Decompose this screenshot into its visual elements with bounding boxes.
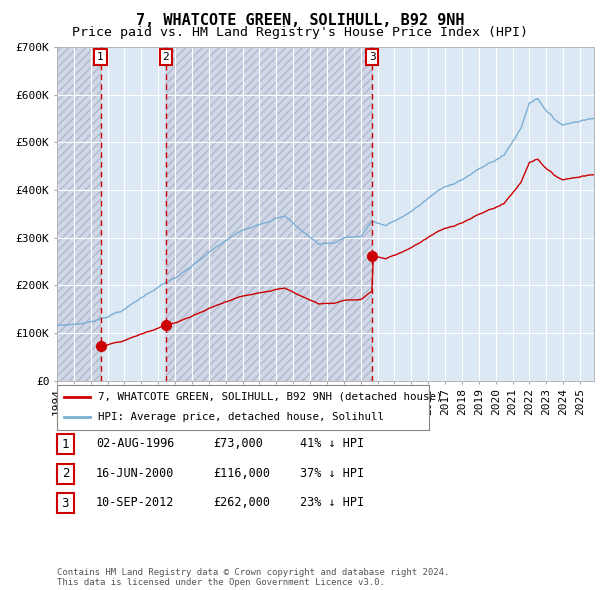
Text: 2: 2 xyxy=(62,467,69,480)
Bar xyxy=(57,47,101,381)
Text: 3: 3 xyxy=(62,497,69,510)
Text: 23% ↓ HPI: 23% ↓ HPI xyxy=(300,496,364,509)
Bar xyxy=(57,47,101,381)
Bar xyxy=(166,47,373,381)
Text: 41% ↓ HPI: 41% ↓ HPI xyxy=(300,437,364,450)
Text: 02-AUG-1996: 02-AUG-1996 xyxy=(96,437,175,450)
Text: 7, WHATCOTE GREEN, SOLIHULL, B92 9NH: 7, WHATCOTE GREEN, SOLIHULL, B92 9NH xyxy=(136,13,464,28)
Text: 7, WHATCOTE GREEN, SOLIHULL, B92 9NH (detached house): 7, WHATCOTE GREEN, SOLIHULL, B92 9NH (de… xyxy=(98,392,442,402)
Bar xyxy=(373,47,594,381)
Bar xyxy=(166,47,373,381)
Text: Price paid vs. HM Land Registry's House Price Index (HPI): Price paid vs. HM Land Registry's House … xyxy=(72,26,528,39)
Text: 2: 2 xyxy=(163,52,169,62)
Text: HPI: Average price, detached house, Solihull: HPI: Average price, detached house, Soli… xyxy=(98,412,384,422)
Text: 10-SEP-2012: 10-SEP-2012 xyxy=(96,496,175,509)
Text: 16-JUN-2000: 16-JUN-2000 xyxy=(96,467,175,480)
Text: 1: 1 xyxy=(97,52,104,62)
Text: £262,000: £262,000 xyxy=(213,496,270,509)
Text: 1: 1 xyxy=(62,438,69,451)
Text: Contains HM Land Registry data © Crown copyright and database right 2024.
This d: Contains HM Land Registry data © Crown c… xyxy=(57,568,449,587)
Bar xyxy=(101,47,166,381)
Text: £116,000: £116,000 xyxy=(213,467,270,480)
Text: 3: 3 xyxy=(369,52,376,62)
Text: 37% ↓ HPI: 37% ↓ HPI xyxy=(300,467,364,480)
Text: £73,000: £73,000 xyxy=(213,437,263,450)
